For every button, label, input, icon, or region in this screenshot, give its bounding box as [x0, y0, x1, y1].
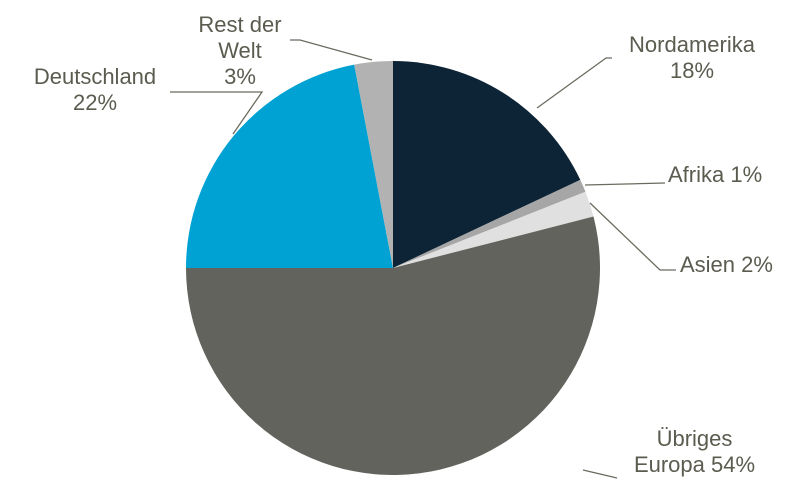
slice-label: Rest der Welt 3% [195, 12, 285, 90]
leader-line [589, 202, 676, 271]
value-label: 18% [669, 58, 715, 83]
pie-slice [393, 61, 581, 268]
slice-label: Deutschland 22% [20, 64, 170, 116]
leader-line [536, 57, 612, 109]
value-label: 1% [730, 162, 763, 187]
value-label: 2% [741, 252, 773, 277]
leader-line [170, 91, 264, 135]
category-name: Übriges Europa [633, 426, 733, 477]
leader-line [290, 39, 373, 61]
slice-label: Afrika 1% [668, 162, 798, 188]
pie-slice [393, 191, 594, 268]
category-name: Asien [680, 252, 736, 277]
leader-line [582, 469, 618, 479]
category-name: Rest der Welt [198, 12, 282, 63]
value-label: 54% [711, 452, 756, 477]
value-label: 3% [224, 64, 256, 89]
pie-slice [186, 216, 600, 476]
leader-line [584, 182, 666, 186]
pie-slice [393, 179, 586, 268]
slice-label: Übriges Europa 54% [632, 426, 757, 478]
slice-label: Asien 2% [680, 252, 800, 278]
value-label: 22% [72, 90, 118, 115]
slice-label: Nordamerika 18% [612, 32, 772, 84]
category-name: Deutschland [33, 64, 157, 89]
category-name: Afrika [668, 162, 725, 187]
pie-slice [186, 64, 393, 269]
category-name: Nordamerika [629, 32, 755, 57]
pie-slice [354, 61, 393, 268]
